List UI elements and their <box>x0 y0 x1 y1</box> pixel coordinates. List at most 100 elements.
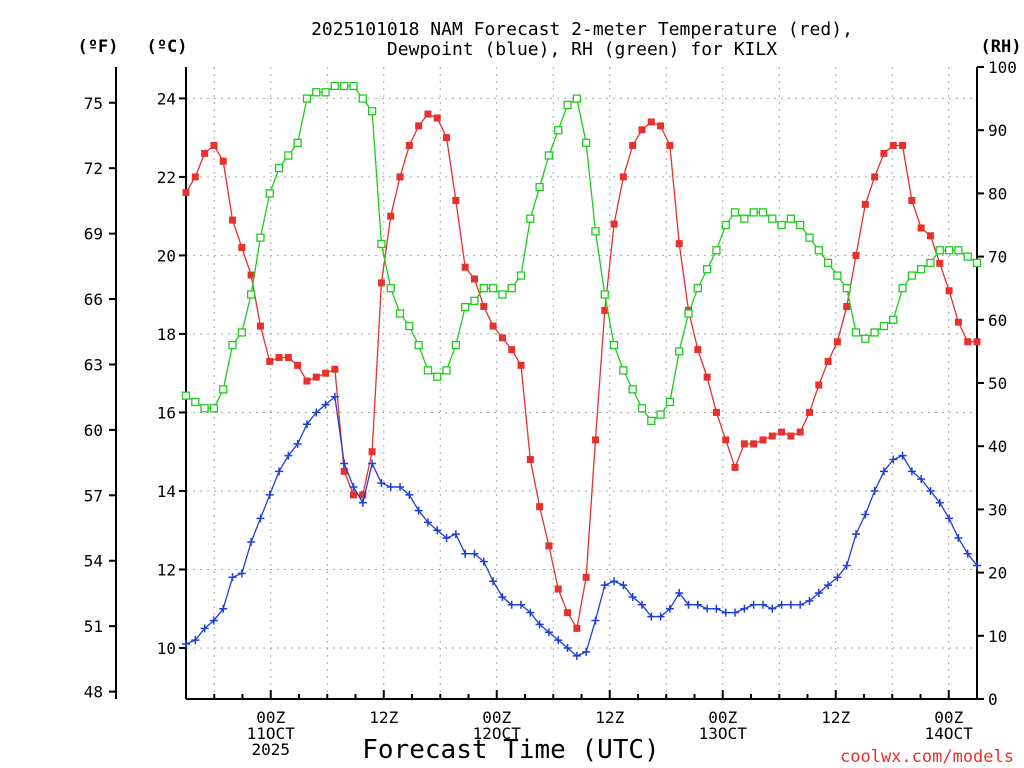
fahrenheit-tick-label: 54 <box>84 552 103 571</box>
time-tick-label: 13OCT <box>699 724 748 743</box>
temperature-point <box>368 448 376 456</box>
dewpoint-point <box>731 608 740 617</box>
rh-point <box>944 246 954 255</box>
rh-point <box>591 227 600 236</box>
rh-point <box>712 246 721 255</box>
temperature-point <box>610 220 618 228</box>
rh-point <box>367 107 377 116</box>
temperature-point <box>526 456 534 464</box>
temperature-point <box>201 149 209 157</box>
rh-point <box>907 271 917 280</box>
rh-point <box>340 81 349 91</box>
time-tick-label: 12Z <box>821 708 850 727</box>
celsius-unit-label: (ºC) <box>147 37 188 57</box>
temperature-point <box>582 573 590 581</box>
series-2-meter-temperature <box>182 110 981 632</box>
fahrenheit-tick-label: 63 <box>84 355 103 374</box>
temperature-point <box>740 440 748 448</box>
fahrenheit-tick-label: 66 <box>84 290 103 309</box>
temperature-point <box>805 408 813 416</box>
temperature-point <box>833 338 841 346</box>
rh-tick-label: 70 <box>988 248 1007 267</box>
temperature-point <box>284 353 292 361</box>
dewpoint-point <box>517 600 526 609</box>
temperature-point <box>629 142 637 150</box>
temperature-point <box>694 346 702 354</box>
rh-point <box>814 246 823 255</box>
temperature-point <box>899 142 907 150</box>
dewpoint-point <box>768 604 777 613</box>
dewpoint-point <box>461 549 470 558</box>
time-tick-label: 00Z <box>708 708 737 727</box>
fahrenheit-tick-label: 75 <box>84 94 103 113</box>
dewpoint-point <box>786 600 795 609</box>
rh-point <box>219 385 228 394</box>
axis-ticks: 48 51 54 57 60 63 66 69 72 75 10 12 14 16 18 20 22 24 0 10 2… <box>84 58 1017 759</box>
temperature-point <box>210 142 218 150</box>
dewpoint-point <box>954 534 963 543</box>
temperature-point <box>517 361 525 369</box>
rh-point <box>796 220 805 230</box>
rh-point <box>972 258 982 268</box>
temperature-point <box>768 432 776 440</box>
temperature-point <box>591 436 599 444</box>
rh-point <box>488 284 498 293</box>
temperature-point <box>489 322 497 330</box>
rh-tick-label: 40 <box>988 437 1007 456</box>
rh-point <box>786 214 796 223</box>
rh-point <box>395 309 405 318</box>
temperature-point <box>545 542 553 550</box>
series-relative-humidity <box>181 81 982 426</box>
rh-point <box>740 214 749 223</box>
dewpoint-point <box>479 557 488 566</box>
dewpoint-point <box>777 600 786 609</box>
dewpoint-point <box>572 651 581 660</box>
temperature-point <box>861 200 869 208</box>
rh-point <box>330 81 340 91</box>
dewpoint-point <box>451 530 460 539</box>
dewpoint-point <box>498 592 507 601</box>
rh-point <box>516 271 526 280</box>
dewpoint-point <box>340 459 349 468</box>
rh-tick-label: 90 <box>988 121 1007 140</box>
temperature-point <box>731 463 739 471</box>
temperature-point <box>182 189 190 197</box>
fahrenheit-tick-label: 72 <box>84 159 103 178</box>
rh-point <box>535 182 544 192</box>
dewpoint-point <box>805 596 814 605</box>
dewpoint-point <box>275 467 284 476</box>
temperature-point <box>638 126 646 134</box>
rh-point <box>889 315 898 324</box>
time-tick-label: 12OCT <box>473 724 522 743</box>
dewpoint-point <box>610 577 619 586</box>
rh-point <box>386 284 395 293</box>
rh-point <box>237 328 246 337</box>
temperature-point <box>340 467 348 475</box>
dewpoint-point <box>396 483 405 492</box>
rh-point <box>851 328 861 337</box>
temperature-point <box>219 157 227 165</box>
temperature-point <box>387 212 395 220</box>
temperature-point <box>712 408 720 416</box>
rh-point <box>647 416 656 426</box>
dewpoint-point <box>842 561 851 570</box>
x-axis-title: Forecast Time (UTC) <box>362 735 659 765</box>
celsius-tick-label: 18 <box>157 325 176 344</box>
temperature-point <box>415 122 423 130</box>
chart-title-line-1: 2025101018 NAM Forecast 2-meter Temperat… <box>311 19 853 40</box>
chart-title-line-2: Dewpoint (blue), RH (green) for KILX <box>387 39 777 60</box>
rh-tick-label: 10 <box>988 627 1007 646</box>
time-tick-label: 12Z <box>369 708 398 727</box>
rh-point <box>507 284 516 293</box>
dewpoint-point <box>721 608 730 617</box>
temperature-point <box>247 271 255 279</box>
dewpoint-point <box>433 526 442 535</box>
dewpoint-point <box>814 589 823 598</box>
time-tick-label: 14OCT <box>925 724 974 743</box>
rh-point <box>461 303 470 312</box>
dewpoint-point <box>675 589 684 598</box>
temperature-point <box>824 357 832 365</box>
temperature-point <box>908 196 916 204</box>
rh-point <box>200 404 209 413</box>
rh-point <box>498 290 507 299</box>
